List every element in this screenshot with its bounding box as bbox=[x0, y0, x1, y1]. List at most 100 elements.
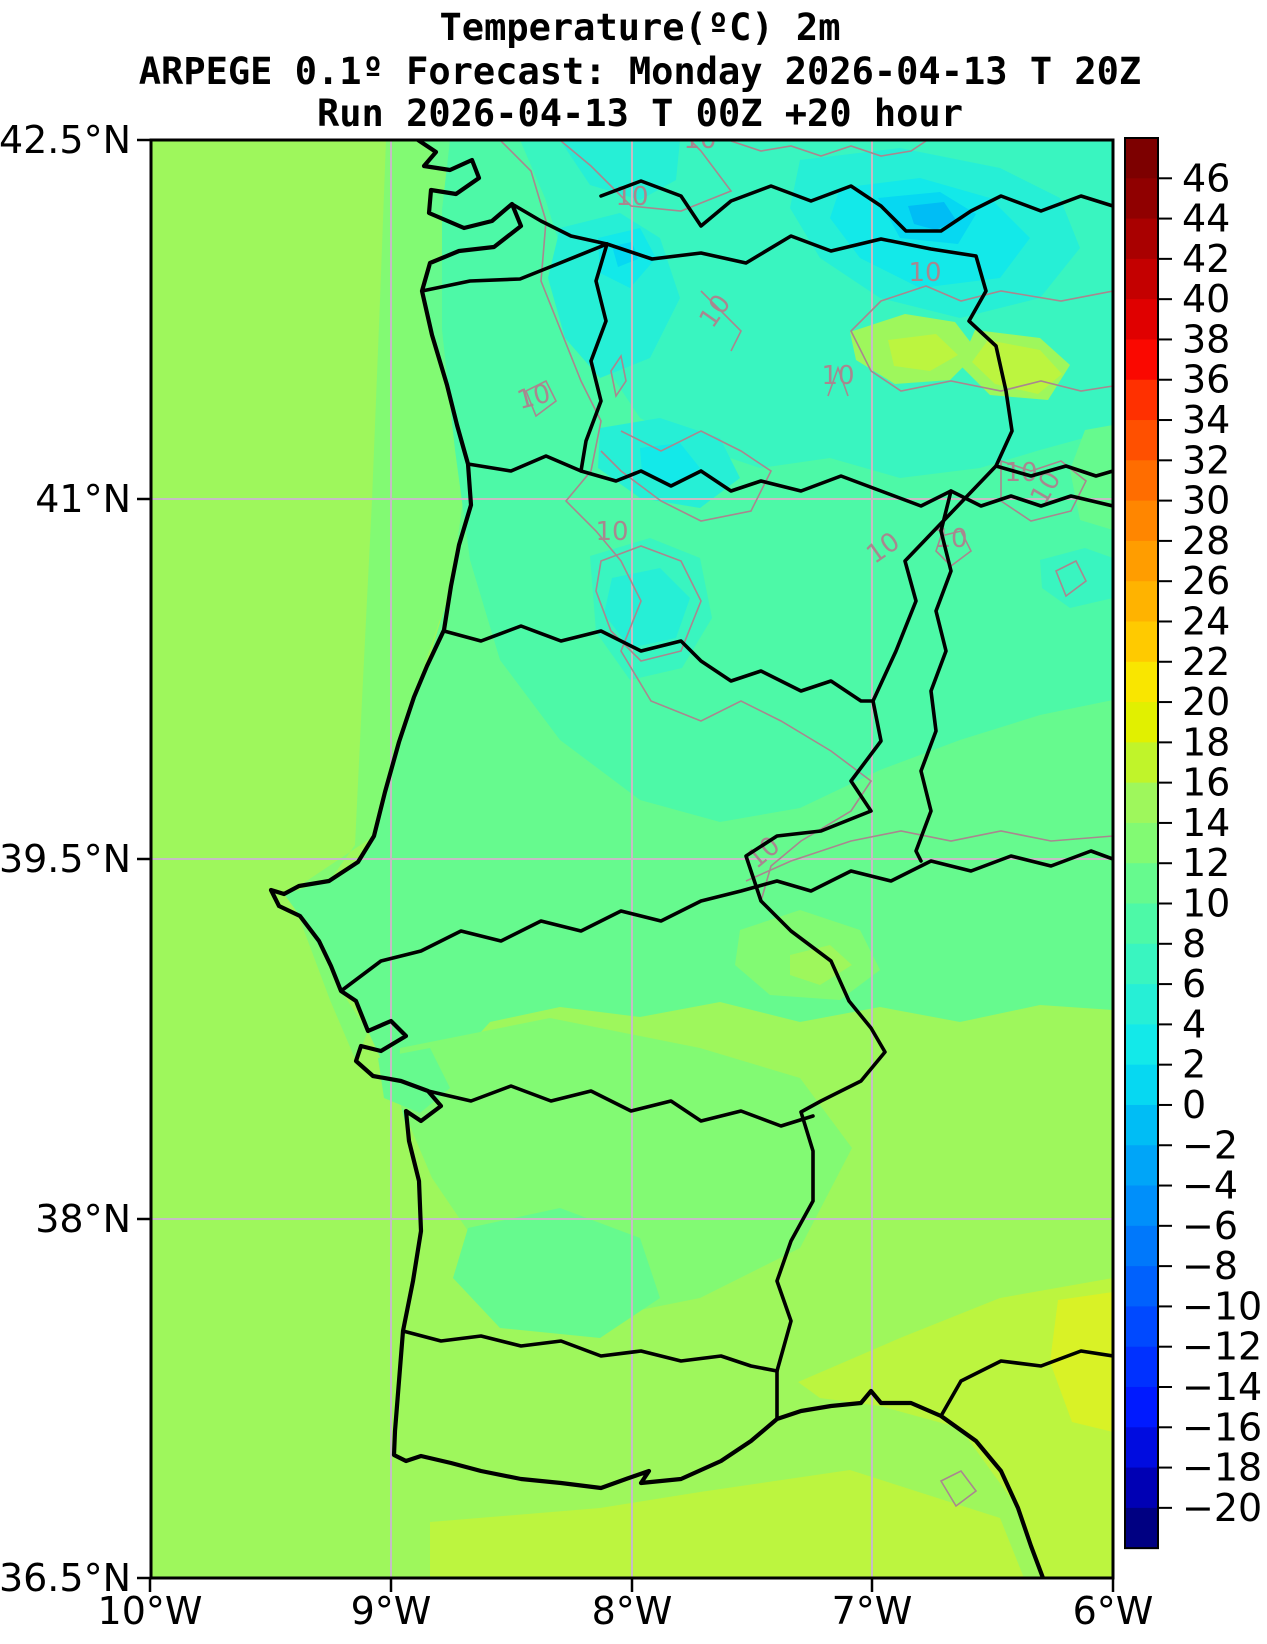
colorbar-tick-label: −20 bbox=[1182, 1486, 1262, 1530]
colorbar-segment bbox=[1125, 540, 1158, 582]
colorbar-segment bbox=[1125, 621, 1158, 663]
y-axis-tick-label: 36.5°N bbox=[0, 1556, 131, 1600]
contour-line-10 bbox=[935, 530, 973, 568]
colorbar-segment bbox=[1125, 943, 1158, 985]
temp-region-alentejo-10-12 bbox=[453, 1208, 660, 1338]
colorbar-tick-label: −6 bbox=[1182, 1204, 1238, 1248]
temp-contour-lines-10c bbox=[500, 140, 1113, 1508]
colorbar-outline bbox=[1124, 137, 1159, 1550]
colorbar-tick-label: 38 bbox=[1182, 317, 1230, 361]
contour-value-label: 10 bbox=[595, 517, 628, 547]
colorbar-tick-label: −4 bbox=[1182, 1164, 1238, 1208]
colorbar-tick-label: 42 bbox=[1182, 237, 1230, 281]
basin-boundary-spain-vertical bbox=[914, 489, 953, 863]
colorbar-segment bbox=[1125, 379, 1158, 421]
colorbar-segment bbox=[1125, 984, 1158, 1025]
colorbar-tick-label: 24 bbox=[1182, 599, 1230, 643]
temp-region-duero-valley-16-18 bbox=[888, 334, 958, 371]
x-axis-tick-label: 7°W bbox=[832, 1589, 913, 1633]
colorbar-tick-label: −2 bbox=[1182, 1123, 1238, 1167]
contour-line-10 bbox=[939, 1469, 978, 1508]
basin-boundary-minho-south bbox=[579, 242, 609, 473]
colorbar-segment bbox=[1125, 903, 1158, 945]
figure-subtitle-run: Run 2026-04-13 T 00Z +20 hour bbox=[317, 92, 963, 135]
basin-boundary-tejo bbox=[339, 849, 1113, 993]
colorbar-tick-label: 20 bbox=[1182, 680, 1230, 724]
coastline-path bbox=[268, 140, 1046, 1578]
basin-boundary-mondego bbox=[442, 624, 875, 703]
basin-boundary-southeast bbox=[939, 1349, 1113, 1418]
basin-boundary-algarve bbox=[401, 1329, 779, 1373]
colorbar-tick-label: 30 bbox=[1182, 479, 1230, 523]
temp-region-coastband-12-14 bbox=[299, 140, 470, 1061]
colorbar-segment bbox=[1125, 1386, 1158, 1428]
contour-line-10 bbox=[730, 140, 927, 157]
contour-value-label: 10 bbox=[908, 258, 941, 288]
temp-region-ne-cold-core bbox=[908, 202, 956, 230]
colorbar-tick-label: −18 bbox=[1182, 1446, 1262, 1490]
colorbar-tick-label: −8 bbox=[1182, 1244, 1238, 1288]
figure-title: Temperature(ºC) 2m bbox=[440, 6, 841, 49]
contour-value-label: 10 bbox=[615, 182, 648, 212]
latlon-grid bbox=[151, 140, 1113, 1578]
temp-region-southeast-16-18 bbox=[798, 1278, 1113, 1578]
y-axis-tick-label: 41°N bbox=[35, 477, 131, 521]
colorbar-segment bbox=[1125, 742, 1158, 784]
colorbar-tick-label: 2 bbox=[1182, 1043, 1206, 1087]
colorbar-segment bbox=[1125, 460, 1158, 502]
colorbar-segment bbox=[1125, 339, 1158, 381]
colorbar-tick-label: 0 bbox=[1182, 1083, 1206, 1127]
contour-value-label: 10 bbox=[683, 125, 716, 155]
contour-line-10 bbox=[827, 365, 849, 397]
colorbar-segment bbox=[1125, 1306, 1158, 1348]
y-axis-tick-label: 42.5°N bbox=[0, 118, 131, 162]
x-axis-tick-label: 8°W bbox=[592, 1589, 673, 1633]
colorbar-segment bbox=[1125, 661, 1158, 703]
colorbar-tick-label: 14 bbox=[1182, 801, 1230, 845]
contour-line-10 bbox=[745, 830, 1113, 882]
colorbar-tick-label: 12 bbox=[1182, 841, 1230, 885]
basin-boundary-galicia bbox=[510, 202, 609, 246]
colorbar-tick-label: −12 bbox=[1182, 1325, 1262, 1369]
temp-region-east-6-8 bbox=[1040, 548, 1113, 608]
colorbar-segment bbox=[1125, 1185, 1158, 1227]
colorbar-tick-label: 34 bbox=[1182, 398, 1230, 442]
axis-ticks: 10°W 9°W 8°W 7°W 6°W 42.5°N 41°N 39.5°N 38°N 36.5… bbox=[0, 118, 1153, 1633]
y-axis-tick-label: 38°N bbox=[35, 1197, 131, 1241]
colorbar-tick-label: 40 bbox=[1182, 277, 1230, 321]
x-axis-tick-label: 9°W bbox=[351, 1589, 432, 1633]
colorbar-segment bbox=[1125, 1145, 1158, 1187]
colorbar-tick-label: 22 bbox=[1182, 640, 1230, 684]
basin-boundary-east bbox=[994, 464, 1113, 478]
contour-value-label: 10 bbox=[821, 361, 854, 391]
colorbar-segment bbox=[1125, 1064, 1158, 1106]
colorbar-tick-label: 16 bbox=[1182, 761, 1230, 805]
contour-line-10 bbox=[1054, 559, 1088, 598]
temp-region-estrela-4-6 bbox=[604, 568, 690, 648]
geo-boundaries bbox=[268, 140, 1113, 1578]
colorbar-tick-label: 4 bbox=[1182, 1002, 1206, 1046]
colorbar-tick-label: 46 bbox=[1182, 156, 1230, 200]
colorbar-segment bbox=[1125, 581, 1158, 623]
colorbar-tick-label: 10 bbox=[1182, 882, 1230, 926]
colorbar-segment bbox=[1125, 1507, 1158, 1549]
figure-subtitle-forecast: ARPEGE 0.1º Forecast: Monday 2026-04-13 … bbox=[139, 50, 1141, 93]
colorbar-tick-label: −16 bbox=[1182, 1405, 1262, 1449]
colorbar-tick-label: −10 bbox=[1182, 1284, 1262, 1328]
basin-boundary-north bbox=[599, 179, 1113, 233]
colorbar-tick-label: 6 bbox=[1182, 962, 1206, 1006]
colorbar-tick-label: −14 bbox=[1182, 1365, 1262, 1409]
contour-line-10 bbox=[850, 285, 1113, 392]
contour-line-10 bbox=[600, 430, 773, 522]
x-axis-tick-label: 6°W bbox=[1073, 1589, 1154, 1633]
colorbar-tick-label: 36 bbox=[1182, 358, 1230, 402]
colorbar-segment bbox=[1125, 1104, 1158, 1146]
colorbar: 4644424038363432302826242220181614121086… bbox=[1124, 137, 1262, 1550]
colorbar-segment bbox=[1125, 1467, 1158, 1509]
basin-boundary-douro bbox=[466, 454, 1113, 508]
colorbar-segment bbox=[1125, 138, 1158, 179]
colorbar-segment bbox=[1125, 1266, 1158, 1308]
temp-region-algarve-sea-16-18 bbox=[430, 1470, 1024, 1578]
contour-line-10 bbox=[500, 140, 873, 902]
